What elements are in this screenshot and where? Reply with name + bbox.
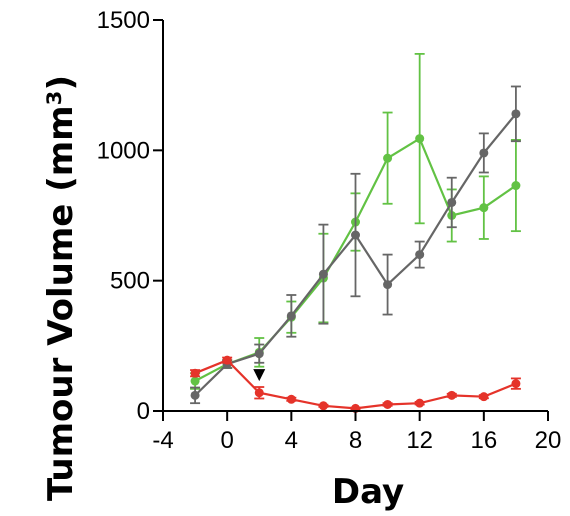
data-point xyxy=(190,368,200,378)
data-point xyxy=(190,376,200,386)
data-point xyxy=(351,230,360,240)
x-tick-label: -4 xyxy=(152,427,173,454)
data-point xyxy=(383,153,393,163)
y-tick-label: 500 xyxy=(110,268,150,295)
series-1 xyxy=(190,85,521,405)
data-point xyxy=(190,390,200,400)
data-point xyxy=(479,148,489,158)
treatment-marker-triangle xyxy=(253,369,266,382)
data-point xyxy=(447,390,457,400)
series-2 xyxy=(190,355,521,413)
x-tick-label: 20 xyxy=(535,427,562,454)
data-point xyxy=(511,181,521,191)
data-point xyxy=(511,109,521,119)
x-tick-label: 0 xyxy=(220,427,233,454)
series-layer xyxy=(190,52,521,413)
data-point xyxy=(254,388,264,398)
data-point xyxy=(479,392,489,402)
data-point xyxy=(415,398,425,408)
x-tick-label: 8 xyxy=(349,427,362,454)
data-point xyxy=(222,355,232,365)
y-tick-label: 0 xyxy=(137,398,150,425)
data-point xyxy=(318,401,328,411)
data-point xyxy=(254,349,264,359)
data-point xyxy=(286,394,296,404)
data-point xyxy=(479,203,489,213)
data-point xyxy=(511,379,521,389)
data-point xyxy=(286,311,296,321)
data-point xyxy=(383,280,393,290)
x-tick-label: 12 xyxy=(406,427,433,454)
data-point xyxy=(415,134,425,144)
data-point xyxy=(318,269,328,279)
x-tick-label: 16 xyxy=(470,427,497,454)
y-tick-label: 1500 xyxy=(97,7,150,34)
data-point xyxy=(383,399,393,409)
x-tick-label: 4 xyxy=(285,427,298,454)
x-axis-title: Day xyxy=(332,472,404,512)
y-tick-label: 1000 xyxy=(97,137,150,164)
y-axis-title: Tumour Volume (mm³) xyxy=(41,75,81,501)
series-line xyxy=(194,358,517,410)
data-point xyxy=(415,250,425,260)
data-point xyxy=(447,197,457,207)
